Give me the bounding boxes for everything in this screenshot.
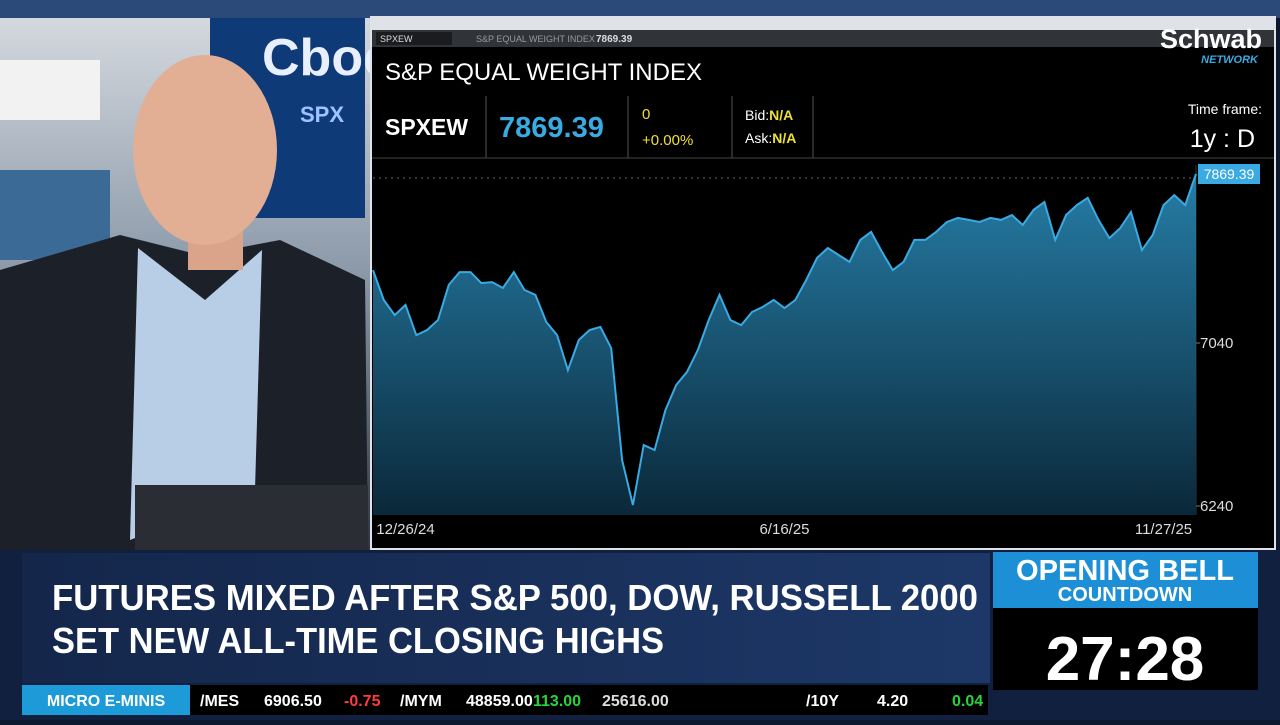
ticker-change: 113.00: [533, 693, 581, 710]
toolbar-name: S&P EQUAL WEIGHT INDEX: [476, 34, 595, 44]
last-price-tag: [1198, 163, 1260, 184]
y-tick-label: 7040: [1200, 335, 1233, 352]
backdrop-ticker: SPX: [300, 102, 344, 127]
laptop: [135, 485, 368, 550]
brand-sub: NETWORK: [1201, 54, 1259, 66]
area-fill: [373, 174, 1196, 515]
ticker-symbol: /MYM: [400, 693, 442, 710]
ticker-change: 0.04: [952, 693, 983, 710]
countdown-time: 27:28: [1046, 625, 1205, 694]
bid-label-text: Bid:: [745, 107, 769, 123]
backdrop-sign: [0, 60, 100, 120]
toolbar-symbol: SPXEW: [380, 34, 413, 44]
x-tick-label: 11/27/25: [1135, 521, 1192, 538]
ticker-price: 4.20: [877, 693, 908, 710]
window-toolbar: [372, 30, 1274, 47]
ticker-price: 48859.00: [466, 693, 533, 710]
ticker-price: 25616.00: [602, 693, 669, 710]
ticker-change: -0.75: [344, 693, 381, 710]
countdown-subtitle: COUNTDOWN: [1058, 584, 1192, 606]
quote-change-pct: +0.00%: [642, 132, 693, 149]
headline-line: SET NEW ALL-TIME CLOSING HIGHS: [52, 620, 664, 661]
ask-label-text: Ask:: [745, 130, 772, 146]
bid-value: N/A: [769, 107, 793, 123]
ticker-label: MICRO E-MINIS: [47, 693, 166, 710]
headline-line: FUTURES MIXED AFTER S&P 500, DOW, RUSSEL…: [52, 577, 978, 618]
anchor-shirt: [130, 248, 262, 540]
plot: 6240 7040 12/26/24 6/16/25 11/27/25 7869.39: [372, 163, 1260, 538]
countdown-clock-box: [993, 608, 1258, 690]
countdown-title: OPENING BELL: [1016, 555, 1234, 587]
ticker-items: /MES 6906.50 -0.75 /MYM 48859.00 113.00 …: [200, 693, 983, 710]
symbol-box: [376, 32, 452, 45]
ticker-symbol: /10Y: [806, 693, 839, 710]
last-price-label: 7869.39: [1204, 166, 1255, 182]
quote-change: 0: [642, 106, 650, 123]
headline-box: [22, 553, 990, 683]
ask-label: Ask:N/A: [745, 130, 796, 146]
x-tick-label: 12/26/24: [376, 521, 434, 538]
ticker-price: 6906.50: [264, 693, 322, 710]
top-strip: [0, 0, 1280, 18]
ticker-label-box: [22, 685, 190, 715]
anchor-head: [133, 55, 277, 245]
timeframe-label: Time frame:: [1188, 101, 1262, 117]
ask-value: N/A: [772, 130, 796, 146]
y-tick-label: 6240: [1200, 498, 1233, 515]
quote-symbol: SPXEW: [385, 114, 468, 140]
countdown-title-box: [993, 552, 1258, 608]
quote-title: S&P EQUAL WEIGHT INDEX: [385, 59, 702, 86]
bid-label: Bid:N/A: [745, 107, 793, 123]
timeframe: 1y : D: [1190, 125, 1255, 153]
ticker-symbol: /MES: [200, 693, 239, 710]
quote-last: 7869.39: [499, 112, 604, 144]
toolbar-price: 7869.39: [596, 34, 633, 45]
x-tick-label: 6/16/25: [759, 521, 809, 538]
brand-name: Schwab: [1160, 24, 1262, 54]
price-line: [372, 173, 1197, 506]
